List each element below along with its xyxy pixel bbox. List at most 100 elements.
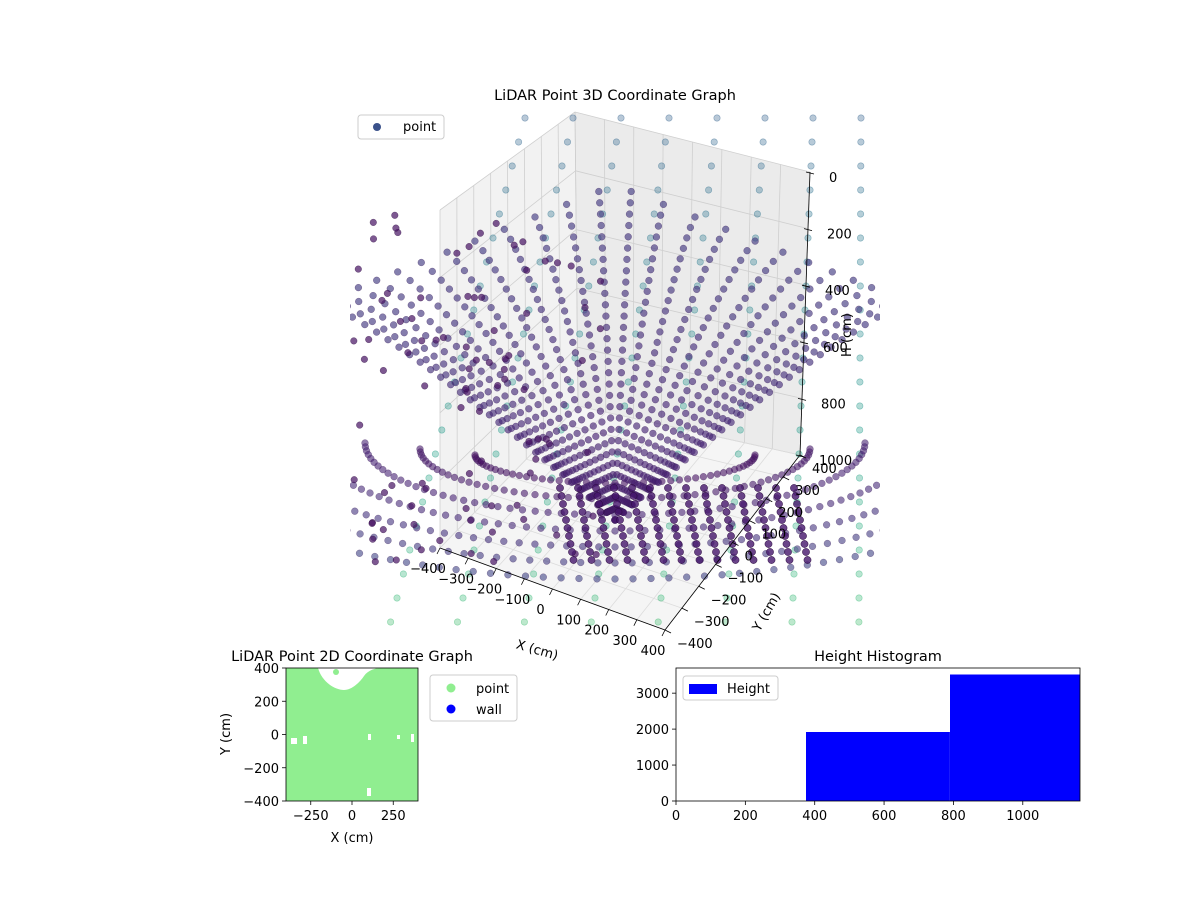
point-marker <box>567 222 576 230</box>
point-marker <box>616 403 624 411</box>
point-marker <box>596 277 605 285</box>
point-marker <box>396 317 404 325</box>
point-marker <box>672 463 680 472</box>
point-marker <box>530 474 538 482</box>
point-marker <box>664 484 672 492</box>
gap-region <box>397 735 400 739</box>
y-tick-label-hist: 3000 <box>636 687 669 702</box>
point-marker <box>522 523 531 531</box>
point-marker <box>735 569 744 577</box>
point-marker <box>715 235 724 243</box>
point-marker <box>736 426 744 434</box>
point-marker <box>592 432 600 441</box>
point-marker <box>657 594 665 602</box>
point-marker <box>375 492 383 501</box>
point-marker <box>465 243 473 251</box>
point-marker <box>681 456 689 464</box>
x-tick-label-3d: 0 <box>536 603 544 618</box>
point-marker <box>622 267 631 275</box>
point-marker <box>239 482 246 489</box>
point-marker <box>908 187 914 193</box>
point-marker <box>617 380 625 388</box>
point-marker <box>634 446 642 454</box>
point-marker <box>748 345 756 353</box>
point-marker <box>688 516 696 524</box>
point-marker <box>866 310 874 318</box>
point-marker <box>436 537 444 545</box>
x-tick-mark <box>521 578 525 585</box>
point-marker <box>810 348 818 356</box>
point-marker <box>632 363 640 372</box>
point-marker <box>488 502 496 510</box>
point-marker <box>532 413 540 421</box>
point-marker <box>311 492 318 499</box>
point-marker <box>723 594 731 602</box>
point-marker <box>647 574 655 583</box>
y-tick-label-3d: 0 <box>745 550 753 565</box>
point-marker <box>406 546 414 554</box>
point-marker <box>794 474 802 482</box>
point-marker <box>632 508 641 516</box>
point-marker <box>810 482 818 491</box>
point-marker <box>797 524 806 532</box>
point-marker <box>519 330 527 338</box>
z-tick-mark <box>799 341 809 345</box>
point-marker <box>485 399 494 407</box>
point-marker <box>525 594 533 602</box>
point-marker <box>324 465 331 472</box>
point-marker <box>1025 492 1032 499</box>
legend-histogram: Height <box>682 675 779 701</box>
point-marker <box>560 365 568 374</box>
point-marker <box>675 418 684 426</box>
point-marker <box>479 247 487 255</box>
point-marker <box>656 433 665 441</box>
point-marker <box>779 248 787 256</box>
point-marker <box>383 289 391 297</box>
point-marker <box>737 535 746 544</box>
point-marker <box>785 556 794 564</box>
point-marker <box>429 508 437 517</box>
point-marker <box>581 524 590 532</box>
point-marker <box>535 223 544 232</box>
legend-2d-wall-label: wall <box>476 703 502 718</box>
point-marker <box>458 364 466 372</box>
point-marker <box>620 301 629 309</box>
point-marker <box>578 508 587 516</box>
point-marker <box>887 474 894 481</box>
point-marker <box>265 459 272 466</box>
point-marker <box>638 320 646 328</box>
point-marker <box>573 429 581 438</box>
point-marker <box>562 516 570 524</box>
point-marker <box>913 331 919 337</box>
y-tick-label-2d: −200 <box>243 762 279 777</box>
point-marker <box>571 244 580 252</box>
point-marker <box>457 404 465 412</box>
point-marker <box>526 556 534 564</box>
point-marker <box>616 391 625 400</box>
point-marker <box>647 266 655 274</box>
point-marker <box>755 492 764 500</box>
point-marker <box>451 378 460 387</box>
point-marker <box>169 470 176 477</box>
point-marker <box>465 478 473 486</box>
point-marker <box>801 485 810 494</box>
point-marker <box>560 558 568 566</box>
point-marker <box>555 414 563 423</box>
point-marker <box>295 483 302 490</box>
y-axis-label-2d: Y (cm) <box>219 713 234 756</box>
point-marker <box>556 484 564 492</box>
point-marker <box>907 139 913 145</box>
point-marker <box>683 387 691 395</box>
point-marker <box>713 114 721 122</box>
point-marker <box>249 517 256 524</box>
point-marker <box>643 380 651 388</box>
point-marker <box>796 317 804 326</box>
point-marker <box>820 340 829 349</box>
point-marker <box>725 275 733 284</box>
point-marker <box>571 442 579 450</box>
point-marker <box>190 487 197 494</box>
point-marker <box>963 522 970 529</box>
point-marker <box>648 255 657 263</box>
point-marker <box>920 547 926 553</box>
point-marker <box>474 285 482 293</box>
